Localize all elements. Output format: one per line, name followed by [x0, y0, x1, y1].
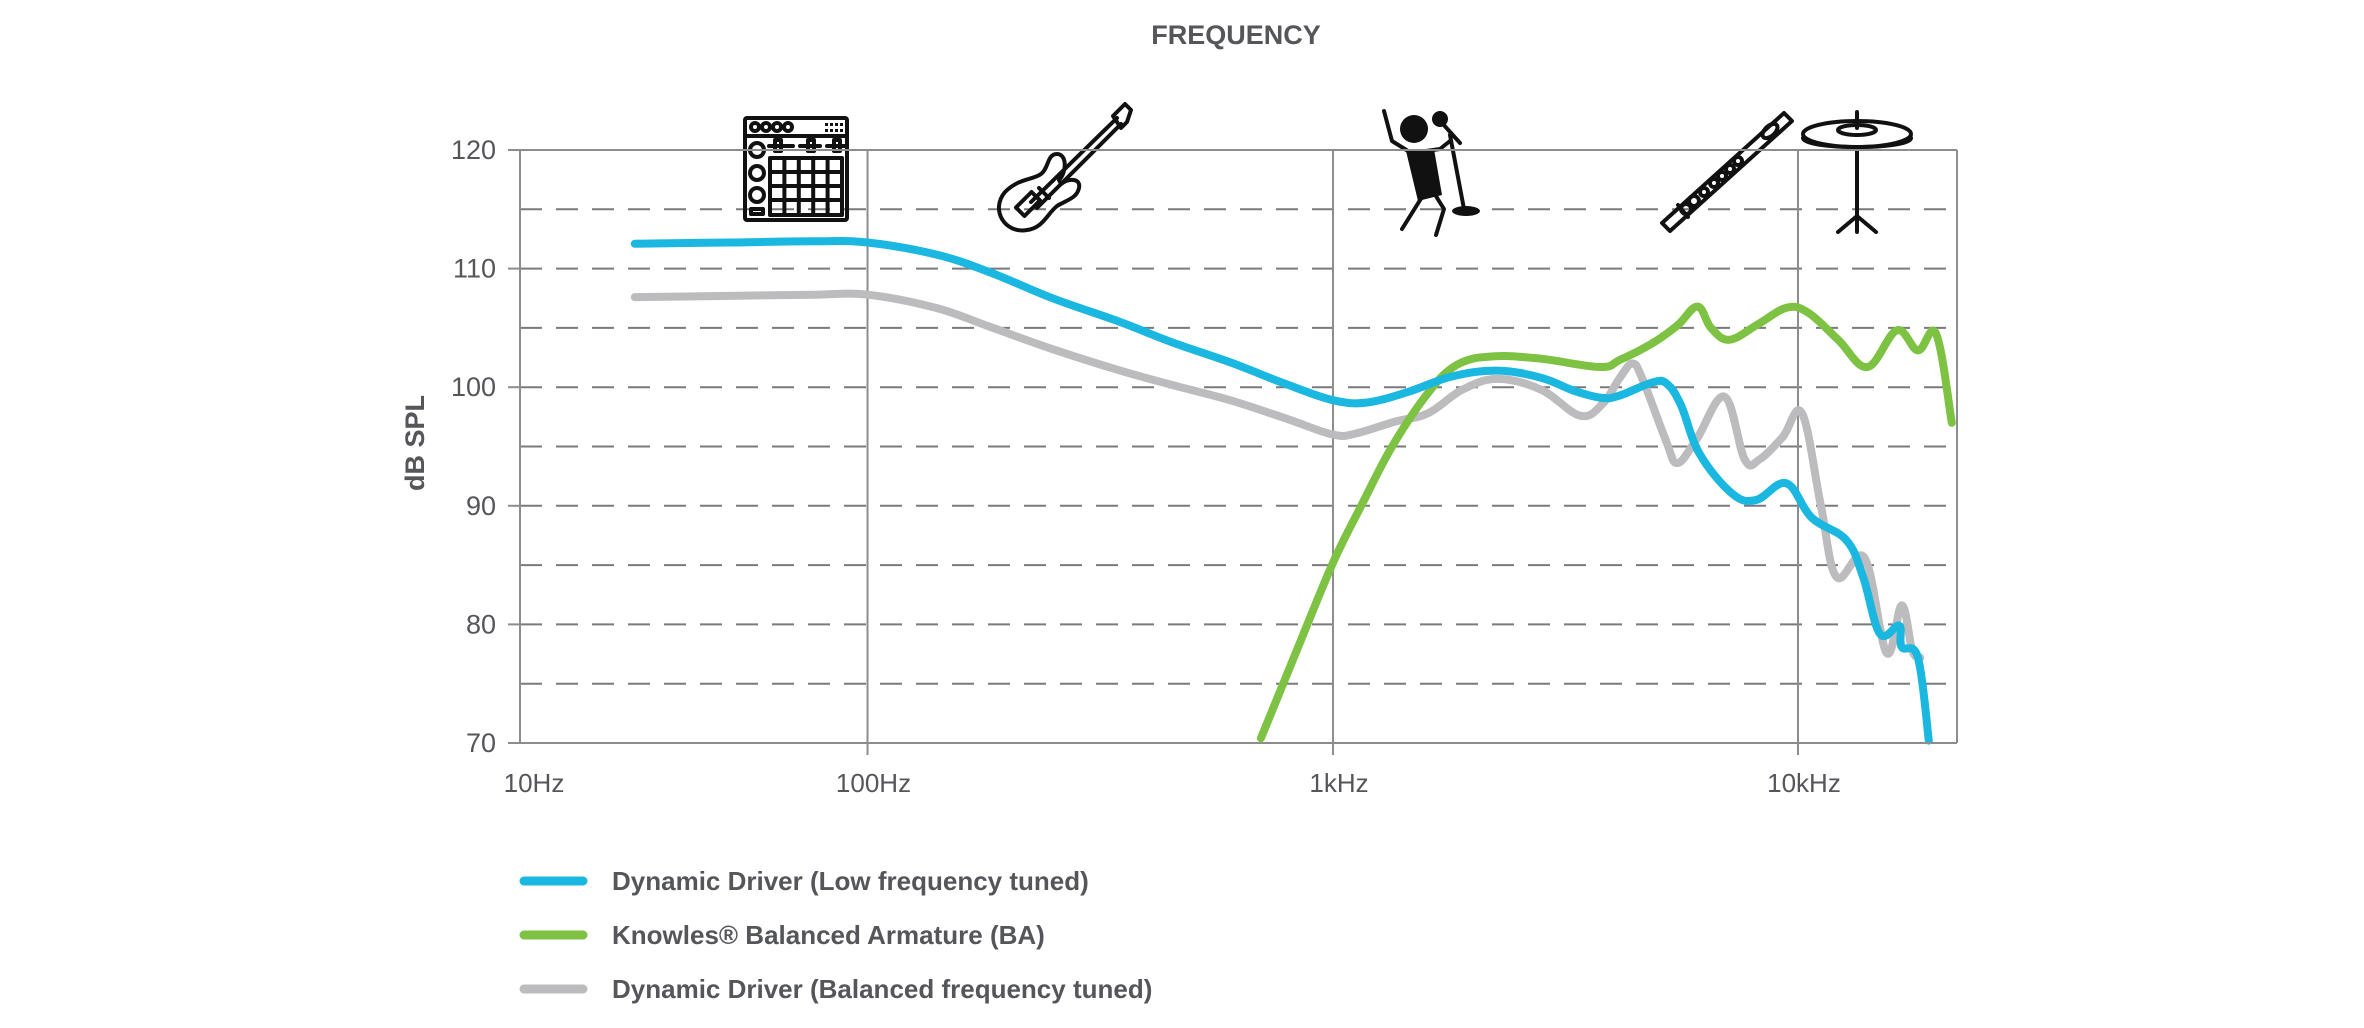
drum-machine-icon — [743, 116, 849, 222]
legend-item: Dynamic Driver (Balanced frequency tuned… — [519, 974, 1152, 1004]
axes — [510, 149, 1958, 744]
y-tick-label: 100 — [451, 372, 496, 402]
x-tick-labels: 10Hz 100Hz 1kHz 10kHz — [504, 768, 1841, 798]
legend-label: Dynamic Driver (Low frequency tuned) — [612, 866, 1089, 896]
x-tick-label: 1kHz — [1309, 768, 1368, 798]
legend-item: Dynamic Driver (Low frequency tuned) — [519, 866, 1089, 896]
series-line-balanced-armature — [1256, 302, 1956, 743]
bass-guitar-icon — [997, 102, 1133, 233]
x-tick-label: 100Hz — [836, 768, 911, 798]
x-tick-label: 10kHz — [1767, 768, 1841, 798]
y-tick-labels: 120 110 100 90 80 70 — [451, 135, 520, 758]
x-tick-label: 10Hz — [504, 768, 565, 798]
legend-label: Dynamic Driver (Balanced frequency tuned… — [612, 974, 1152, 1004]
legend: Dynamic Driver (Low frequency tuned) Know… — [519, 866, 1152, 1004]
y-tick-label: 90 — [466, 491, 496, 521]
chart-title: FREQUENCY — [1151, 20, 1321, 50]
legend-label: Knowles® Balanced Armature (BA) — [612, 920, 1045, 950]
y-tick-label: 70 — [466, 728, 496, 758]
cymbal-icon — [1801, 110, 1913, 234]
flute-icon — [1660, 111, 1794, 233]
series-line-dynamic-low-tuned — [630, 237, 1933, 745]
y-axis-label: dB SPL — [400, 395, 430, 491]
singer-icon — [1382, 109, 1480, 237]
series-lines — [630, 237, 1956, 745]
y-tick-label: 110 — [453, 254, 496, 284]
series-line-dynamic-balanced-tuned — [630, 289, 1925, 662]
grid — [520, 150, 1957, 755]
legend-item: Knowles® Balanced Armature (BA) — [519, 920, 1045, 950]
y-tick-label: 80 — [466, 609, 496, 639]
y-tick-label: 120 — [451, 135, 496, 165]
